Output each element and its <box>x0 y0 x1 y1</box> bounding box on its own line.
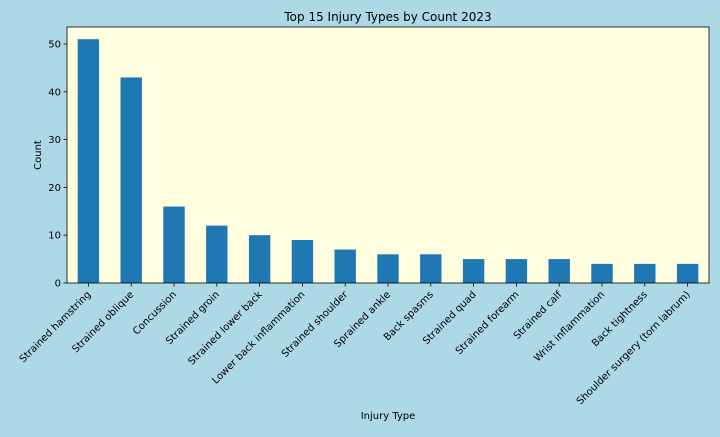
x-tick-label: Strained lower back <box>187 289 265 367</box>
y-axis-label: Count <box>33 140 44 170</box>
x-tick-label: Concussion <box>131 289 179 337</box>
plot-frame <box>66 26 710 284</box>
y-tick-label: 0 <box>55 279 61 290</box>
x-tick-label: Strained hamstring <box>18 289 94 365</box>
chart-title: Top 15 Injury Types by Count 2023 <box>283 10 491 24</box>
bar <box>505 259 528 283</box>
y-tick-label: 30 <box>48 135 61 146</box>
bar <box>420 254 442 283</box>
bar <box>77 39 100 283</box>
bar <box>548 259 570 283</box>
y-tick-label: 10 <box>48 231 61 242</box>
bar <box>377 254 399 283</box>
bar <box>248 235 271 283</box>
x-axis-label: Injury Type <box>361 411 416 422</box>
y-tick-label: 50 <box>48 39 61 50</box>
bar <box>676 263 699 283</box>
bar <box>206 225 228 283</box>
y-axis: 0 10 20 30 40 50 <box>48 39 67 290</box>
bar <box>163 206 185 283</box>
bar <box>291 239 314 283</box>
bar <box>120 77 142 283</box>
bar <box>591 263 613 283</box>
y-tick-label: 20 <box>48 183 61 194</box>
bar <box>634 263 656 283</box>
x-tick-label: Wrist inflammation <box>532 289 607 364</box>
y-tick-label: 40 <box>48 87 61 98</box>
bar <box>462 259 485 283</box>
bar <box>334 249 356 283</box>
bars-group <box>77 39 699 283</box>
